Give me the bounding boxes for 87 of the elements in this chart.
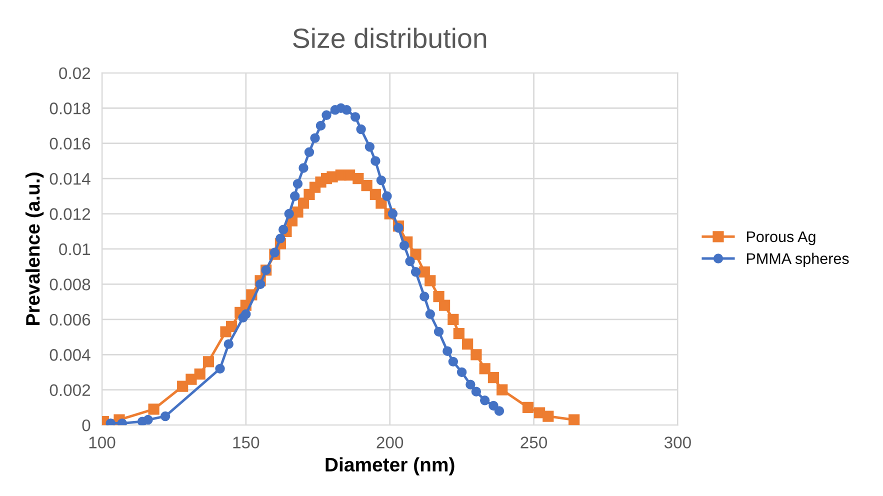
point <box>568 414 580 426</box>
point <box>376 175 386 186</box>
point <box>420 292 430 302</box>
point <box>433 290 444 302</box>
point <box>160 411 170 422</box>
y-tick-label: 0.004 <box>50 349 90 361</box>
point <box>542 410 554 422</box>
point <box>462 338 474 350</box>
point <box>356 124 366 134</box>
point <box>361 180 372 192</box>
point <box>424 275 436 286</box>
y-tick-label: 0.002 <box>50 384 90 396</box>
point <box>215 364 225 374</box>
point <box>255 279 266 290</box>
y-tick-label: 0.008 <box>50 278 90 290</box>
point <box>298 163 308 173</box>
point <box>399 240 410 250</box>
point <box>496 384 508 396</box>
point <box>304 147 314 158</box>
point <box>466 380 476 390</box>
y-tick-label: 0.02 <box>59 67 90 80</box>
x-axis-title: Diameter (nm) <box>326 457 454 476</box>
point <box>278 224 288 234</box>
point <box>342 105 352 115</box>
y-tick-label: 0.014 <box>50 172 90 185</box>
point <box>438 300 450 311</box>
point <box>276 234 286 244</box>
point <box>448 356 458 367</box>
legend-label: Porous Ag <box>747 231 816 246</box>
point <box>480 396 490 406</box>
y-axis-title: Prevalence (a.u.) <box>25 172 44 325</box>
point <box>310 133 320 143</box>
point <box>177 380 188 392</box>
point <box>522 402 534 414</box>
point <box>117 418 127 426</box>
point <box>224 339 234 349</box>
point <box>471 386 482 396</box>
x-tick-label: 100 <box>89 436 116 448</box>
point <box>405 256 415 266</box>
point <box>148 404 160 415</box>
point <box>488 372 500 384</box>
point <box>352 173 364 184</box>
point <box>316 120 326 131</box>
point <box>434 326 444 337</box>
point <box>106 418 116 426</box>
point <box>453 328 464 340</box>
x-tick-label: 300 <box>664 436 691 448</box>
chart-title: Size distribution <box>293 28 486 48</box>
point <box>376 198 387 209</box>
legend-label: PMMA spheres <box>747 252 849 268</box>
point <box>479 363 490 374</box>
point <box>290 191 300 202</box>
y-tick-label: 0 <box>82 419 90 432</box>
point <box>364 142 375 152</box>
point <box>370 156 380 166</box>
point <box>202 356 214 368</box>
y-tick-label: 0.006 <box>50 314 90 326</box>
y-tick-label: 0.01 <box>59 243 90 256</box>
point <box>456 367 467 378</box>
point <box>186 374 197 385</box>
x-tick-label: 150 <box>233 436 260 448</box>
point <box>394 223 404 233</box>
point <box>350 112 360 122</box>
point <box>292 178 303 189</box>
point <box>284 208 294 219</box>
y-tick-label: 0.016 <box>50 138 90 150</box>
point <box>425 309 436 320</box>
point <box>448 314 459 325</box>
point <box>322 110 332 120</box>
x-tick-label: 200 <box>376 436 404 448</box>
x-tick-label: 250 <box>520 436 548 448</box>
point <box>388 208 398 219</box>
point <box>226 320 238 332</box>
point <box>194 368 206 380</box>
point <box>241 309 251 320</box>
point <box>442 346 452 356</box>
point <box>298 198 310 209</box>
point <box>410 267 421 277</box>
point <box>410 248 422 260</box>
y-tick-label: 0.012 <box>50 208 90 220</box>
point <box>270 248 280 258</box>
point <box>382 191 392 202</box>
y-tick-label: 0.018 <box>50 102 90 114</box>
point <box>470 349 482 360</box>
point <box>488 400 498 411</box>
point <box>494 406 504 416</box>
point <box>143 414 153 425</box>
